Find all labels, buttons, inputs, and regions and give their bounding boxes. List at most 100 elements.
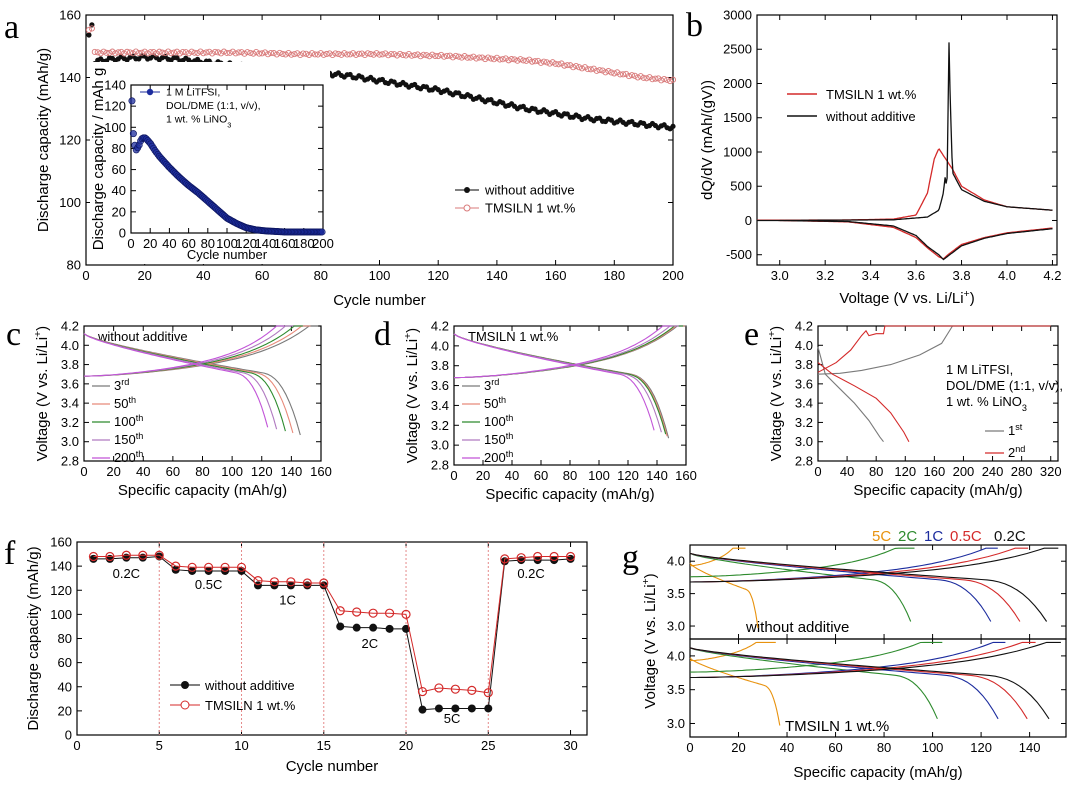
cycle-marker-tmsiln	[361, 51, 368, 59]
cycle-marker-tmsiln	[546, 60, 553, 67]
cycle-marker-tmsiln	[593, 67, 600, 74]
cycle-marker-tmsiln	[640, 74, 647, 81]
panel-d-label: d	[374, 316, 391, 353]
y-tick-label: 4.0	[431, 338, 449, 353]
cycle-marker-tmsiln	[344, 51, 351, 58]
cycle-marker-tmsiln	[611, 70, 618, 77]
rate-label: 0.2C	[113, 566, 140, 581]
cycle-marker-tmsiln	[129, 50, 137, 57]
y-tick-label: 2.8	[431, 458, 449, 473]
y-tick-label: 100	[59, 195, 81, 210]
y-tick-label: 3.5	[667, 682, 685, 697]
x-tick-label: 100	[922, 740, 944, 755]
cycle-marker-tmsiln	[552, 60, 559, 67]
x-tick-label: 100	[216, 236, 238, 251]
cycle-marker-tmsiln	[335, 50, 342, 57]
legend-marker	[464, 187, 470, 193]
y-tick-label: 120	[104, 99, 126, 114]
x-tick-label: 15	[317, 738, 331, 753]
rate-marker-without-additive	[253, 581, 262, 590]
x-tick-label: 0	[80, 464, 87, 479]
cycle-marker-tmsiln	[578, 65, 586, 72]
panel-f-label: f	[4, 535, 16, 572]
cycle-marker-tmsiln	[247, 49, 254, 56]
rate-marker-tmsiln	[105, 551, 115, 562]
panel-c-ylabel: Voltage (V vs. Li/Li+)	[32, 326, 51, 461]
y-tick-label: 4.0	[61, 338, 79, 353]
cycle-marker-tmsiln	[667, 78, 674, 85]
panel-d-xlabel: Specific capacity (mAh/g)	[485, 486, 654, 503]
x-tick-label: 40	[505, 468, 519, 483]
x-tick-label: 120	[617, 468, 639, 483]
x-tick-label: 100	[369, 268, 391, 283]
x-tick-label: 0	[450, 468, 457, 483]
rate-marker-tmsiln	[138, 550, 148, 560]
cycle-marker-tmsiln	[126, 49, 134, 56]
cycle-marker-tmsiln	[511, 56, 518, 63]
cycle-marker-tmsiln	[396, 50, 404, 57]
x-tick-label: 40	[196, 268, 210, 283]
x-tick-label: 40	[780, 740, 794, 755]
panel-g-label: g	[622, 539, 639, 576]
panel-a-ylabel: Discharge capacity (mAh/g)	[35, 48, 52, 232]
cycle-marker-tmsiln	[165, 48, 172, 55]
cycle-marker-tmsiln	[429, 51, 436, 58]
x-tick-label: 60	[534, 468, 548, 483]
y-tick-label: 4.0	[795, 338, 813, 353]
cycle-marker-tmsiln	[182, 49, 189, 56]
x-tick-label: 60	[255, 268, 269, 283]
rate-charge-curve	[689, 547, 915, 578]
rate-marker-tmsiln	[565, 551, 576, 562]
cycle-marker-tmsiln	[173, 48, 181, 55]
legend-label: without additive	[204, 678, 295, 693]
cycle-marker-tmsiln	[188, 48, 195, 55]
panel-b-xlabel: Voltage (V vs. Li/Li+)	[839, 288, 974, 307]
cycle-marker-tmsiln	[490, 56, 498, 63]
rate-header-label: 1C	[924, 528, 943, 545]
panel-e: 0 40 80 120 160 200 240 280 320 2.8 3.0 3.2 3.4 3.6 3.…	[744, 316, 1063, 499]
cycle-marker-tmsiln	[423, 52, 430, 59]
cycle-marker-tmsiln	[499, 56, 506, 63]
cycle-marker-tmsiln	[602, 69, 609, 76]
x-tick-label: 140	[1019, 740, 1041, 755]
cycle-marker-tmsiln	[364, 50, 371, 57]
cycle-marker-tmsiln	[584, 66, 591, 73]
cycle-marker-tmsiln	[308, 50, 316, 57]
x-tick-label: 120	[251, 464, 273, 479]
inset-legend-text: DOL/DME (1:1, v/v),	[166, 100, 261, 112]
y-tick-label: -500	[726, 247, 752, 262]
x-tick-label: 160	[675, 468, 697, 483]
cycle-marker-tmsiln	[458, 54, 465, 61]
x-tick-label: 4.2	[1043, 268, 1061, 283]
legend-label: without additive	[484, 183, 575, 198]
rate-marker-tmsiln	[236, 562, 247, 572]
y-tick-label: 100	[50, 607, 72, 622]
inset-legend-text: 1 wt. % LiNO3	[166, 114, 231, 130]
legend-label: 100th	[114, 413, 143, 429]
y-tick-label: 140	[104, 78, 126, 93]
y-tick-label: 2.8	[61, 454, 79, 469]
cycle-marker-tmsiln	[408, 52, 415, 59]
legend-label: TMSILN 1 wt.%	[826, 87, 917, 102]
cycle-marker-tmsiln	[664, 76, 671, 83]
panel-g-ylabel: Voltage (V vs. Li/Li+)	[640, 573, 659, 708]
cycle-marker-tmsiln	[317, 50, 324, 57]
panel-a-xlabel: Cycle number	[333, 292, 426, 309]
cycle-marker-tmsiln	[121, 50, 128, 57]
legend-label: 2nd	[1008, 444, 1025, 460]
cycle-marker-tmsiln	[323, 50, 330, 58]
cycle-marker-tmsiln	[605, 68, 612, 75]
cycle-marker-tmsiln	[306, 51, 313, 58]
cycle-marker-tmsiln	[244, 49, 251, 56]
cycle-marker-tmsiln	[446, 52, 453, 59]
y-tick-label: 0	[119, 226, 126, 241]
cycle-marker-tmsiln	[279, 50, 286, 57]
inset-ylabel: Discharge capacity / mAh g	[90, 68, 107, 251]
x-tick-label: 0	[686, 740, 693, 755]
rate-marker-tmsiln	[483, 688, 493, 698]
cycle-marker-tmsiln	[203, 49, 210, 56]
cycle-marker-tmsiln	[91, 48, 98, 56]
x-tick-label: 0	[82, 268, 89, 283]
cycle-marker-tmsiln	[159, 49, 166, 56]
panel-g: g 5C 2C 1C 0.5C 0.2C 3.0 3.5 4.0 without additive…	[622, 528, 1067, 781]
